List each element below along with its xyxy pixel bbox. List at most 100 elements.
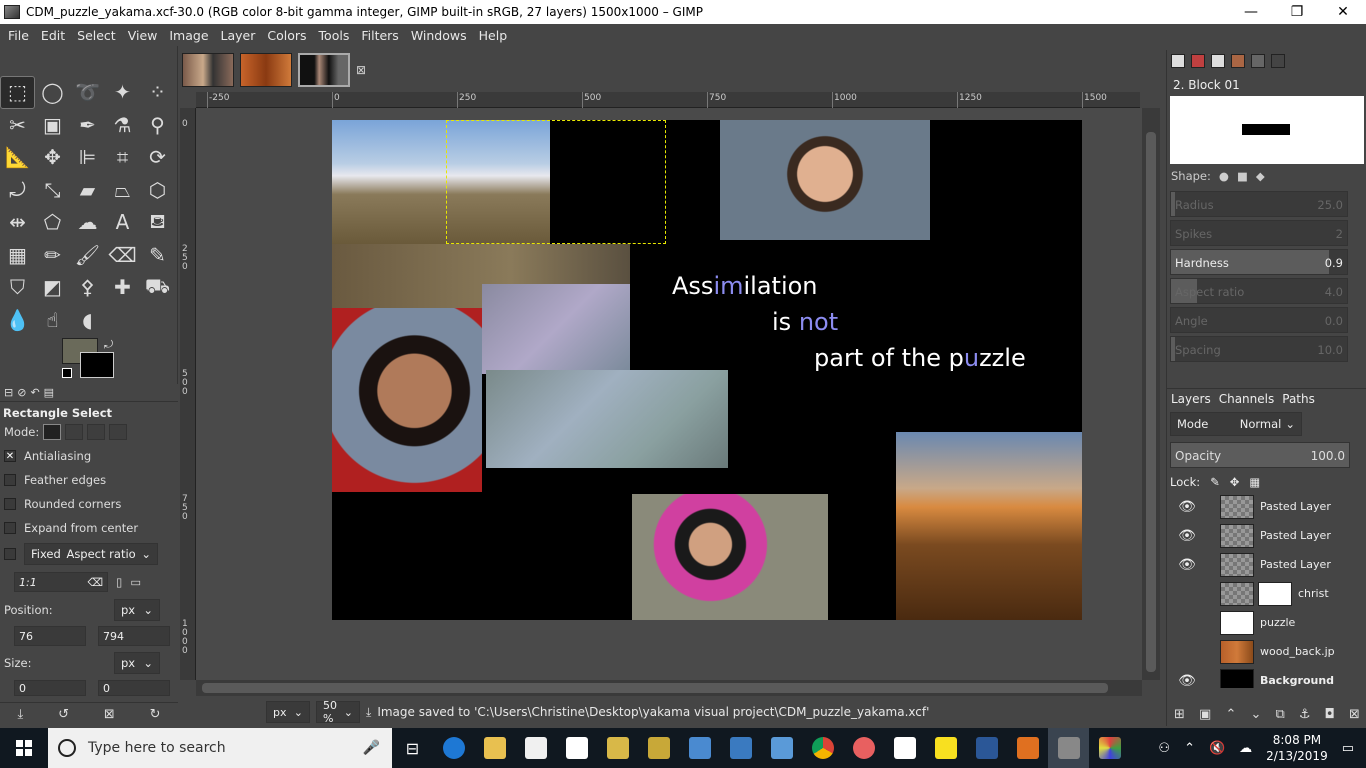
smudge-tool-icon[interactable]: ☝ <box>46 307 59 332</box>
gradient-tool-icon[interactable]: ▦ <box>8 242 27 267</box>
brush-slider-spikes[interactable]: Spikes 2 <box>1170 220 1348 246</box>
brush-editor-tab-icon[interactable] <box>1271 54 1285 68</box>
device-status-tab-icon[interactable]: ⊘ <box>17 386 27 399</box>
close-tab-icon[interactable]: ⊠ <box>356 63 367 77</box>
foreground-select-tool-icon[interactable]: ▣ <box>43 112 62 137</box>
network-icon[interactable] <box>720 728 761 768</box>
layer-row[interactable]: 👁 Pasted Layer <box>1170 550 1350 579</box>
3d-transform-tool-icon[interactable]: ⬡ <box>148 177 167 202</box>
clone-tool-icon[interactable]: ⚴ <box>80 275 95 300</box>
image-tab-3[interactable] <box>298 53 350 87</box>
paint-icon[interactable] <box>843 728 884 768</box>
start-button[interactable] <box>0 728 48 768</box>
undo-history-tab-icon[interactable]: ↶ <box>30 386 40 399</box>
computer-icon[interactable] <box>679 728 720 768</box>
document-history-tab-icon[interactable] <box>1231 54 1245 68</box>
fonts-tab-icon[interactable] <box>1211 54 1225 68</box>
perspective-tool-icon[interactable]: ⏢ <box>114 177 131 202</box>
maximize-button[interactable]: ❐ <box>1290 4 1304 20</box>
tool-presets-tab-icon[interactable] <box>1251 54 1265 68</box>
visibility-eye-icon[interactable]: 👁 <box>1178 498 1196 515</box>
new-layer-icon[interactable]: ⊞ <box>1174 706 1185 722</box>
layer-row[interactable]: wood_back.jp <box>1170 637 1350 666</box>
swap-colors-icon[interactable]: ⤾ <box>104 338 114 351</box>
cage-transform-tool-icon[interactable]: ⬠ <box>43 210 62 235</box>
landscape-icon[interactable]: ▭ <box>130 575 142 589</box>
visibility-eye-icon[interactable]: 👁 <box>1178 672 1196 689</box>
canvas-area[interactable]: Assimilation is not part of the puzzle <box>196 108 1142 680</box>
blur-tool-icon[interactable]: 💧 <box>5 307 30 332</box>
menu-filters[interactable]: Filters <box>361 27 399 43</box>
mail-icon[interactable] <box>884 728 925 768</box>
control-panel-icon[interactable] <box>761 728 802 768</box>
gimp-taskbar-icon[interactable] <box>1048 728 1089 768</box>
zoom-combo[interactable]: 50 % ⌄ <box>316 699 360 725</box>
layer-row[interactable]: 👁 Pasted Layer <box>1170 521 1350 550</box>
new-group-icon[interactable]: ▣ <box>1199 706 1212 722</box>
duplicate-layer-icon[interactable]: ⧉ <box>1275 706 1285 722</box>
rect-select-tool-icon[interactable]: ⬚ <box>0 76 35 109</box>
mask-icon[interactable]: ◘ <box>1324 706 1335 722</box>
position-unit-combo[interactable]: px ⌄ <box>114 599 160 621</box>
layer-opacity-slider[interactable]: Opacity 100.0 <box>1170 442 1350 468</box>
horizontal-scroll-thumb[interactable] <box>202 683 1108 693</box>
brush-slider-aspect-ratio[interactable]: Aspect ratio 4.0 <box>1170 278 1348 304</box>
ellipse-select-tool-icon[interactable]: ◯ <box>41 80 64 105</box>
airbrush-tool-icon[interactable]: ✎ <box>149 242 166 267</box>
menu-view[interactable]: View <box>127 27 158 43</box>
ink-tool-icon[interactable]: ⛉ <box>10 275 25 300</box>
mode-subtract-button[interactable] <box>87 424 106 440</box>
crop-tool-icon[interactable]: ⌗ <box>116 145 129 170</box>
save-options-icon[interactable]: ⤓ <box>17 707 24 722</box>
show-hidden-icon[interactable]: ⌃ <box>1184 740 1195 756</box>
heal-tool-icon[interactable]: ✚ <box>114 275 131 300</box>
paths-tool-icon[interactable]: ✒ <box>79 112 96 137</box>
mode-replace-button[interactable] <box>43 424 62 440</box>
measure-tool-icon[interactable]: 📐 <box>5 145 30 170</box>
menu-windows[interactable]: Windows <box>410 27 467 43</box>
notifications-icon[interactable]: ▭ <box>1341 740 1354 756</box>
reset-options-icon[interactable]: ↻ <box>149 707 161 722</box>
volume-muted-icon[interactable]: 🔇 <box>1208 740 1226 756</box>
ratio-input[interactable]: 1:1 ⌫ <box>14 572 108 592</box>
fixed-checkbox[interactable] <box>4 548 16 560</box>
patterns-tab-icon[interactable] <box>1191 54 1205 68</box>
brush-slider-angle[interactable]: Angle 0.0 <box>1170 307 1348 333</box>
anchor-layer-icon[interactable]: ⚓ <box>1298 706 1311 722</box>
sticky-notes-icon[interactable] <box>925 728 966 768</box>
delete-layer-icon[interactable]: ⊠ <box>1348 706 1360 722</box>
unified-transform-tool-icon[interactable]: ⟳ <box>149 145 166 170</box>
tool-options-tab-icon[interactable]: ⊟ <box>4 386 14 399</box>
menu-file[interactable]: File <box>8 27 29 43</box>
menu-edit[interactable]: Edit <box>40 27 66 43</box>
lock-alpha-icon[interactable]: ▦ <box>1249 475 1261 489</box>
people-icon[interactable]: ⚇ <box>1158 740 1171 756</box>
vertical-scroll-thumb[interactable] <box>1146 132 1156 672</box>
status-unit-combo[interactable]: px ⌄ <box>266 701 310 723</box>
menu-colors[interactable]: Colors <box>267 27 307 43</box>
shape-diamond-icon[interactable]: ◆ <box>1255 169 1265 183</box>
visibility-eye-icon[interactable]: 👁 <box>1178 527 1196 544</box>
amazon-icon[interactable] <box>556 728 597 768</box>
brush-slider-radius[interactable]: Radius 25.0 <box>1170 191 1348 217</box>
flip-tool-icon[interactable]: ⇹ <box>9 210 26 235</box>
restore-options-icon[interactable]: ↺ <box>58 707 69 722</box>
close-button[interactable]: ✕ <box>1337 4 1349 20</box>
brush-slider-hardness[interactable]: Hardness 0.9 <box>1170 249 1348 275</box>
vertical-ruler[interactable]: 0 250 500 750 1000 <box>180 108 196 680</box>
image-canvas[interactable]: Assimilation is not part of the puzzle <box>332 120 1082 620</box>
zoom-tool-icon[interactable]: ⚲ <box>150 112 165 137</box>
scale-tool-icon[interactable]: ⤡ <box>44 177 61 202</box>
edge-icon[interactable] <box>433 728 474 768</box>
minimize-button[interactable]: — <box>1244 4 1258 20</box>
app-icon[interactable] <box>1089 728 1130 768</box>
antialiasing-checkbox[interactable]: ✕ <box>4 450 16 462</box>
folder-icon[interactable] <box>597 728 638 768</box>
perspective-clone-tool-icon[interactable]: ⛟ <box>144 273 171 298</box>
shape-circle-icon[interactable]: ● <box>1218 169 1229 183</box>
menu-image[interactable]: Image <box>169 27 209 43</box>
chrome-icon[interactable] <box>802 728 843 768</box>
horizontal-scrollbar[interactable] <box>196 680 1142 696</box>
warp-transform-tool-icon[interactable]: ☁ <box>77 210 98 235</box>
menu-tools[interactable]: Tools <box>318 27 350 43</box>
